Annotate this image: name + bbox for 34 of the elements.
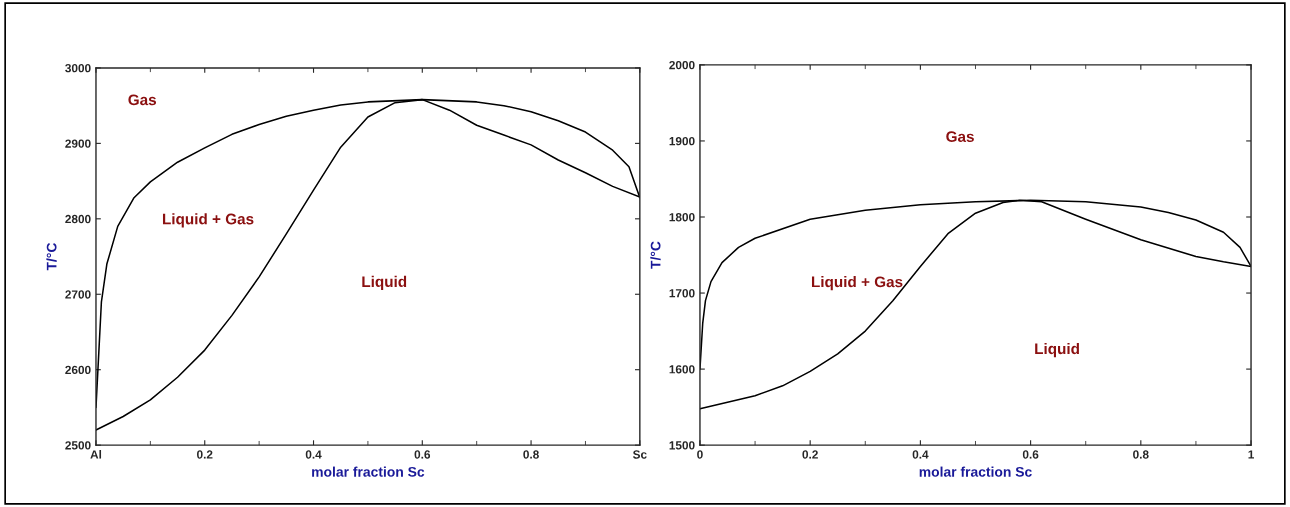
x-tick-label: Al bbox=[90, 450, 102, 459]
y-tick-label: 1900 bbox=[669, 136, 695, 146]
y-axis-title: T/°C bbox=[46, 242, 57, 271]
annotation: Gas bbox=[128, 94, 157, 106]
x-tick-label: 0 bbox=[697, 450, 703, 459]
y-axis-title: T/°C bbox=[650, 241, 661, 269]
annotation: Liquid bbox=[1035, 342, 1079, 358]
y-tick-label: 1600 bbox=[669, 365, 695, 374]
x-tick-label: 0.8 bbox=[1133, 450, 1149, 459]
y-tick-label: 1700 bbox=[669, 289, 695, 298]
x-tick-label: 0.8 bbox=[523, 450, 539, 459]
x-tick-label: 0.2 bbox=[802, 450, 818, 459]
y-tick-label: 2900 bbox=[65, 139, 91, 148]
annotation: Liquid bbox=[362, 275, 407, 291]
x-axis-title: molar fraction Sc bbox=[312, 466, 425, 477]
x-tick-label: 0.6 bbox=[414, 450, 431, 459]
annotation: Liquid + Gas bbox=[811, 276, 903, 291]
annotation: Gas bbox=[946, 131, 974, 143]
y-tick-label: 1800 bbox=[669, 213, 695, 222]
y-tick-label: 1500 bbox=[669, 441, 695, 450]
x-tick-label: 0.6 bbox=[1022, 450, 1039, 459]
annotation: Liquid + Gas bbox=[162, 213, 254, 228]
x-tick-label: 1 bbox=[1248, 450, 1254, 459]
y-tick-label: 2700 bbox=[65, 290, 91, 299]
x-tick-label: 0.2 bbox=[197, 450, 213, 459]
x-tick-label: 0.4 bbox=[912, 450, 929, 459]
x-tick-label: Sc bbox=[632, 450, 647, 459]
x-axis-title: molar fraction Sc bbox=[919, 466, 1032, 477]
y-tick-label: 2500 bbox=[65, 441, 91, 450]
y-tick-label: 2800 bbox=[65, 214, 91, 224]
x-tick-label: 0.4 bbox=[305, 450, 322, 459]
y-tick-label: 3000 bbox=[65, 63, 91, 73]
y-tick-label: 2000 bbox=[669, 60, 695, 70]
y-tick-label: 2600 bbox=[65, 365, 91, 375]
